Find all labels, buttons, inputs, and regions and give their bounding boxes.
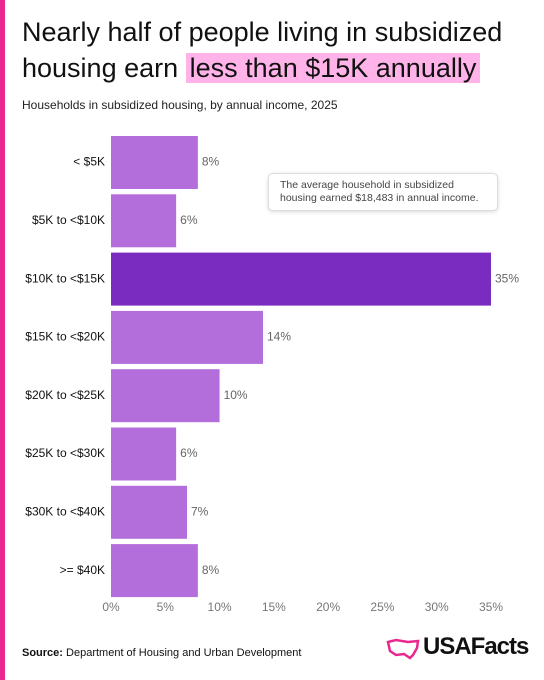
bar [111, 485, 187, 539]
bar [111, 369, 220, 423]
title-highlight: less than $15K annually [185, 53, 481, 83]
bar [111, 252, 491, 306]
value-label: 6% [180, 213, 198, 227]
bar [111, 136, 198, 189]
source-label: Source: [22, 647, 63, 659]
source: Source: Department of Housing and Urban … [22, 647, 301, 659]
x-tick-label: 25% [370, 600, 394, 614]
x-tick-label: 10% [208, 600, 232, 614]
chart-title: Nearly half of people living in subsidiz… [22, 14, 532, 86]
y-tick-label: $5K to <$10K [32, 213, 105, 227]
logo: USAFacts [423, 633, 529, 660]
value-label: 10% [224, 388, 248, 402]
x-tick-label: 35% [479, 600, 503, 614]
y-tick-label: $10K to <$15K [25, 271, 105, 285]
value-label: 14% [267, 330, 291, 344]
value-label: 6% [180, 446, 198, 460]
accent-stripe [0, 0, 5, 680]
x-tick-label: 15% [262, 600, 286, 614]
x-tick-label: 5% [157, 600, 175, 614]
y-tick-label: $20K to <$25K [25, 388, 105, 402]
annotation: The average household in subsidized hous… [268, 173, 498, 211]
y-tick-label: >= $40K [60, 563, 105, 577]
y-tick-label: $15K to <$20K [25, 330, 105, 344]
bar [111, 310, 263, 364]
y-tick-label: $25K to <$30K [25, 446, 105, 460]
value-label: 35% [495, 271, 519, 285]
x-tick-label: 0% [102, 600, 120, 614]
bar [111, 427, 177, 481]
bar [111, 194, 177, 248]
y-tick-label: $30K to <$40K [25, 504, 105, 518]
value-label: 8% [202, 155, 220, 169]
title-text: Nearly half of people living in subsidiz… [22, 17, 503, 83]
logo-icon [386, 638, 420, 660]
bar [111, 544, 198, 598]
x-tick-label: 30% [425, 600, 449, 614]
value-label: 7% [191, 504, 209, 518]
subtitle: Households in subsidized housing, by ann… [22, 98, 338, 112]
source-text: Department of Housing and Urban Developm… [66, 647, 302, 659]
x-tick-label: 20% [316, 600, 340, 614]
y-tick-label: < $5K [73, 155, 105, 169]
value-label: 8% [202, 563, 220, 577]
